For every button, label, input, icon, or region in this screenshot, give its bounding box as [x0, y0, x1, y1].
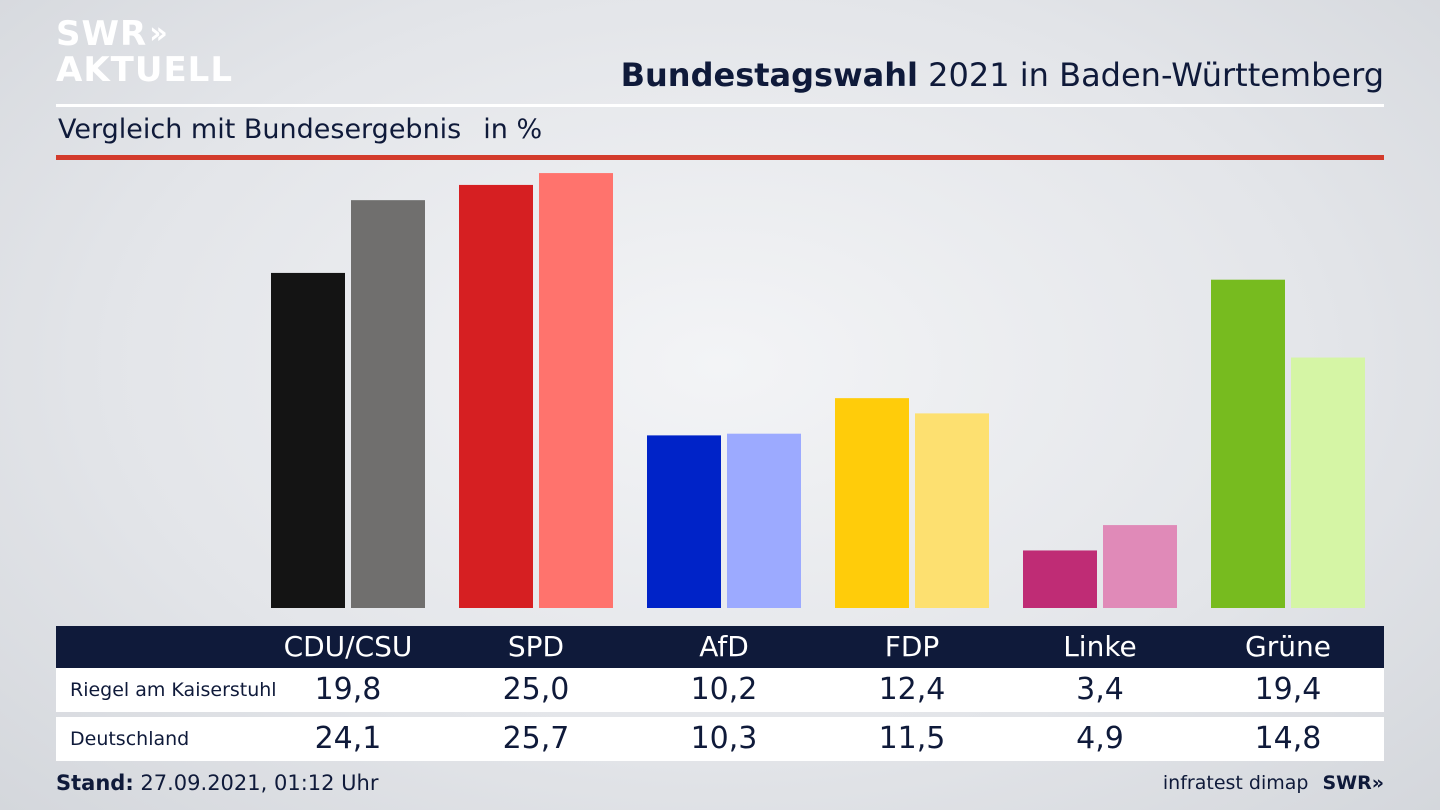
subtitle: Vergleich mit Bundesergebnis in % [58, 114, 542, 145]
column-header: Grüne [1245, 630, 1331, 663]
column-header: FDP [884, 630, 940, 663]
row-label: Riegel am Kaiserstuhl [70, 679, 277, 701]
table-row: Riegel am Kaiserstuhl 19,8 25,0 10,2 12,4 3,… [56, 668, 1384, 712]
bar-afd-riegel [647, 435, 721, 608]
bar-fdp-deutschland [915, 413, 989, 608]
row-label: Deutschland [70, 728, 190, 750]
swr-brand: SWR» [1322, 772, 1384, 794]
stand-label: Stand: [56, 771, 134, 795]
source-credit: infratest dimap SWR» [1163, 772, 1384, 794]
page-title: Bundestagswahl 2021 in Baden-Württemberg [621, 56, 1384, 94]
table-cell: 25,7 [502, 721, 570, 756]
table-header-row: CDU/CSU SPD AfD FDP Linke Grüne [56, 626, 1384, 668]
table-cell: 19,8 [314, 672, 382, 707]
bar-afd-deutschland [727, 433, 801, 608]
results-table: CDU/CSU SPD AfD FDP Linke Grüne Riegel am Kai… [56, 626, 1384, 761]
bar-spd-deutschland [539, 173, 613, 609]
table-cell: 11,5 [878, 721, 946, 756]
accent-divider [56, 155, 1384, 160]
title-rest: 2021 in Baden-Württemberg [917, 56, 1384, 94]
table-cell: 12,4 [878, 672, 946, 707]
stand-value: 27.09.2021, 01:12 Uhr [133, 771, 379, 795]
unit-label: in % [483, 114, 543, 145]
bar-fdp-riegel [835, 398, 909, 608]
table-cell: 14,8 [1254, 721, 1322, 756]
bar-chart [271, 173, 1365, 609]
title-bold: Bundestagswahl [620, 56, 918, 94]
logo-line1: SWR [56, 14, 148, 54]
swr-aktuell-logo: SWR ›› AKTUELL [56, 16, 233, 88]
column-header: CDU/CSU [283, 630, 413, 663]
table-cell: 3,4 [1076, 672, 1124, 707]
table-cell: 4,9 [1076, 721, 1124, 756]
header-divider [56, 104, 1384, 107]
table-row: Deutschland 24,1 25,7 10,3 11,5 4,9 14,8 [56, 717, 1384, 761]
column-header: SPD [507, 630, 565, 663]
timestamp: Stand: 27.09.2021, 01:12 Uhr [56, 771, 379, 795]
bar-cdu-csu-deutschland [351, 200, 425, 608]
bar-linke-riegel [1023, 550, 1097, 608]
source-text: infratest dimap [1162, 772, 1309, 794]
subtitle-text: Vergleich mit Bundesergebnis [58, 114, 462, 145]
bar-cdu-csu-riegel [271, 272, 345, 608]
table-cell: 24,1 [314, 721, 382, 756]
table-cell: 10,2 [690, 672, 758, 707]
bar-gr-ne-deutschland [1291, 357, 1365, 608]
table-cell: 25,0 [502, 672, 570, 707]
table-cell: 10,3 [690, 721, 758, 756]
column-header: AfD [699, 630, 749, 663]
bar-gr-ne-riegel [1211, 279, 1285, 608]
column-header: Linke [1063, 630, 1137, 663]
bar-spd-riegel [459, 184, 533, 608]
logo-line2: AKTUELL [56, 50, 234, 90]
bar-linke-deutschland [1103, 525, 1177, 608]
table-cell: 19,4 [1254, 672, 1322, 707]
